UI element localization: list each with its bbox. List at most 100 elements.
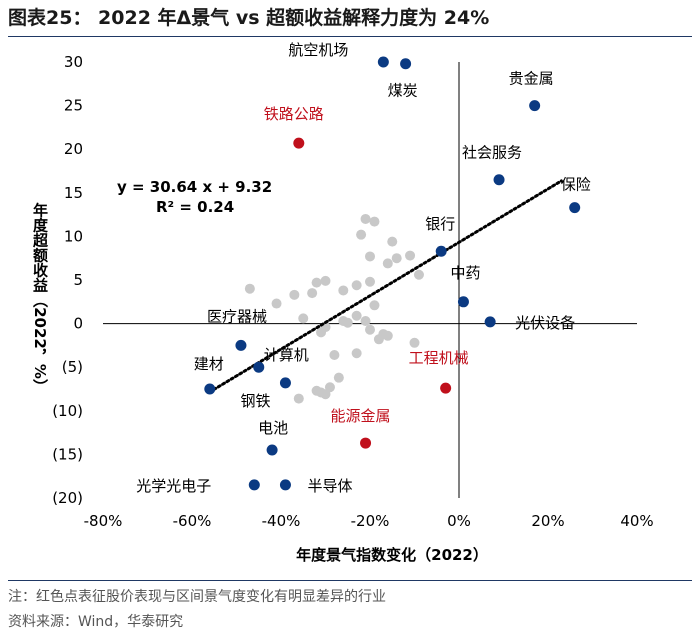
x-tick-label: 40% [620, 512, 653, 530]
data-point-航空机场 [377, 56, 389, 68]
point-label: 航空机场 [288, 41, 348, 59]
gray-data-point [382, 330, 393, 341]
gray-data-point [293, 393, 304, 404]
y-tick-label: 20 [64, 140, 83, 158]
points-layer [204, 56, 581, 491]
point-label: 保险 [561, 176, 591, 194]
y-tick-label: (5) [62, 358, 83, 376]
data-point-医疗器械 [235, 339, 247, 351]
point-label: 贵金属 [509, 70, 554, 88]
y-axis-title: 年度超额收益（2022，%） [31, 201, 49, 394]
gray-data-point [289, 289, 300, 300]
x-tick-label: -80% [84, 512, 123, 530]
source-note: 资料来源：Wind，华泰研究 [8, 614, 184, 630]
point-label: 中药 [450, 264, 480, 282]
y-tick-label: 10 [64, 227, 83, 245]
gray-data-point [365, 251, 375, 262]
gray-data-point [320, 275, 331, 286]
y-tick-label: 5 [73, 271, 83, 289]
point-label: 铁路公路 [264, 105, 324, 123]
gray-data-point [338, 285, 349, 296]
y-tick-label: 0 [73, 315, 83, 333]
gray-data-point [320, 389, 331, 400]
gray-data-point [351, 280, 362, 291]
scatter-chart: 30 25 20 15 10 5 0 (5) (10) (15) (20)-80% -60% -40% -… [31, 41, 654, 564]
data-point-工程机械 [440, 382, 452, 394]
data-point-煤炭 [400, 58, 412, 70]
x-tick-label: -60% [173, 512, 212, 530]
gray-data-point [351, 348, 362, 359]
gray-data-point [244, 283, 255, 294]
footer-divider [8, 580, 692, 581]
trend-equation: y = 30.64 x + 9.32 [117, 178, 272, 196]
gray-data-point [307, 288, 318, 299]
gray-data-point [373, 334, 384, 345]
figure-title: 图表25： 2022 年Δ景气 vs 超额收益解释力度为 24% [8, 7, 490, 29]
data-point-铁路公路 [293, 137, 305, 149]
gray-data-point [338, 315, 349, 326]
gray-data-point [413, 269, 424, 280]
data-point-光伏设备 [484, 316, 496, 328]
gray-data-point [356, 229, 367, 240]
data-point-钢铁 [279, 377, 291, 389]
gray-data-point [271, 298, 282, 309]
y-tick-label: (10) [52, 402, 83, 420]
gray-data-point [365, 324, 375, 335]
point-label: 工程机械 [409, 349, 469, 367]
gray-data-point [405, 250, 416, 261]
gray-data-point [369, 216, 380, 227]
gray-data-point [382, 258, 393, 269]
x-tick-label: 0% [447, 512, 471, 530]
data-point-保险 [569, 202, 581, 214]
gray-data-point [360, 315, 371, 326]
x-tick-label: -20% [351, 512, 390, 530]
data-point-贵金属 [529, 100, 541, 112]
point-label: 医疗器械 [207, 307, 267, 325]
data-point-中药 [457, 296, 469, 308]
data-point-计算机 [253, 361, 265, 373]
gray-data-point [351, 310, 362, 321]
y-tick-label: 25 [64, 97, 83, 115]
point-label: 光学光电子 [136, 477, 211, 495]
gray-data-point [409, 337, 420, 348]
y-tick-label: (20) [52, 489, 83, 507]
y-tick-label: 30 [64, 53, 83, 71]
data-point-银行 [435, 245, 447, 257]
tick-labels-layer: 30 25 20 15 10 5 0 (5) (10) (15) (20)-80% -60% -40% -… [52, 53, 653, 530]
gray-data-point [316, 327, 327, 338]
point-label: 钢铁 [240, 392, 270, 410]
gray-data-point [365, 276, 375, 287]
gray-data-point [391, 253, 402, 264]
gray-data-point [329, 349, 340, 360]
point-label: 建材 [194, 355, 224, 373]
gray-data-point [311, 277, 322, 288]
gray-data-point [387, 236, 398, 247]
data-point-电池 [266, 444, 278, 456]
point-label: 半导体 [307, 477, 352, 495]
data-point-社会服务 [493, 174, 505, 186]
r-squared: R² = 0.24 [156, 198, 234, 216]
trendline [208, 179, 563, 394]
point-label: 煤炭 [388, 82, 418, 100]
gray-data-point [360, 213, 371, 224]
x-tick-label: 20% [531, 512, 564, 530]
gray-data-point [369, 300, 380, 311]
gray-data-point [311, 385, 322, 396]
y-tick-label: 15 [64, 184, 83, 202]
x-tick-label: -40% [262, 512, 301, 530]
title-divider [8, 36, 692, 37]
point-label: 光伏设备 [515, 314, 575, 332]
data-point-能源金属 [360, 437, 372, 449]
point-label: 社会服务 [462, 144, 522, 162]
data-point-半导体 [279, 479, 291, 491]
point-label: 计算机 [264, 346, 309, 364]
x-axis-title: 年度景气指数变化（2022） [296, 546, 488, 564]
data-point-光学光电子 [248, 479, 260, 491]
point-label: 能源金属 [331, 407, 391, 425]
axes-layer [103, 62, 637, 498]
point-label: 电池 [258, 419, 288, 437]
gray-data-point [333, 372, 344, 383]
point-label: 银行 [425, 215, 455, 233]
footnote: 注：红色点表征股价表现与区间景气度变化有明显差异的行业 [8, 589, 386, 605]
